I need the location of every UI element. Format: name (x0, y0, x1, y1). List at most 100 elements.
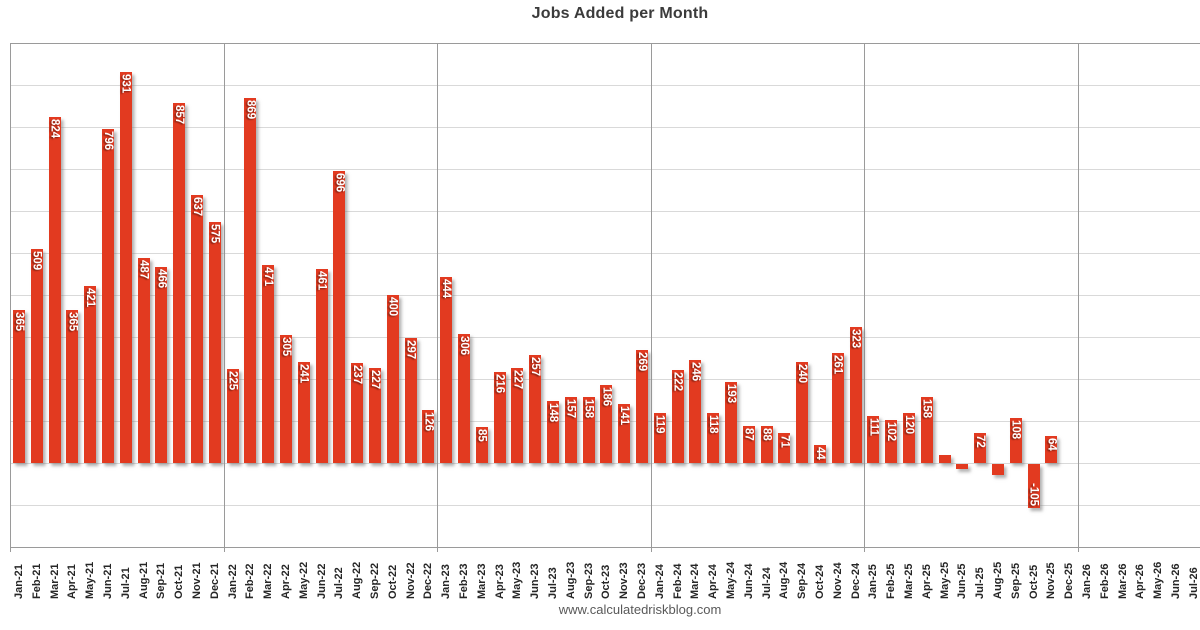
bar-value-label: 487 (137, 260, 150, 280)
bar-value-label: 148 (546, 402, 559, 423)
x-axis-label: Mar-25 (902, 563, 915, 599)
bar (991, 464, 1004, 475)
bar-value-label: 193 (724, 383, 737, 404)
x-axis-label: Aug-25 (991, 561, 1004, 599)
bar-value-label: 87 (742, 428, 755, 442)
bar: 575 (208, 221, 221, 463)
bar-value-label: -105 (1027, 483, 1040, 507)
x-axis-label: Feb-21 (30, 563, 43, 599)
bar-value-label: 509 (30, 251, 43, 271)
bar-value-label: 126 (422, 412, 435, 432)
x-axis-label: Jan-23 (440, 564, 453, 599)
x-axis-label: Jun-24 (742, 563, 755, 599)
bar-value-label: 323 (849, 329, 862, 349)
x-axis-label: Oct-22 (386, 564, 399, 599)
x-axis-label: May-24 (724, 561, 737, 599)
bar-value-label: 696 (333, 172, 346, 192)
year-separator-line (650, 43, 652, 552)
bar-value-label: 111 (867, 418, 880, 437)
bar-value-label: 72 (974, 434, 987, 448)
bar: 487 (137, 258, 150, 463)
bar-value-label: 246 (689, 361, 702, 381)
bar: 119 (653, 413, 666, 463)
bar: 193 (724, 381, 737, 463)
x-axis-label: May-25 (938, 561, 951, 599)
bar: 148 (546, 400, 559, 463)
x-axis-label: Dec-23 (635, 562, 648, 599)
x-axis-label: Jul-25 (974, 567, 987, 599)
bar: 637 (190, 195, 203, 463)
bar-value-label: 306 (457, 336, 470, 356)
x-axis-label: Dec-21 (208, 562, 221, 599)
x-axis-label: Jan-22 (226, 564, 239, 599)
x-axis-label: Mar-24 (689, 563, 702, 599)
bar: 257 (529, 355, 542, 463)
x-axis-label: Aug-24 (778, 561, 791, 599)
bar: 102 (885, 420, 898, 463)
bar-value-label: 444 (440, 278, 453, 298)
plot-top-border (10, 43, 1200, 44)
bar: 157 (564, 397, 577, 463)
bar: 227 (511, 367, 524, 463)
x-axis-label: Apr-25 (920, 564, 933, 599)
x-axis-label: Nov-24 (831, 562, 844, 599)
x-axis-label: Sep-24 (796, 562, 809, 599)
bar: 72 (974, 432, 987, 463)
bar: 158 (582, 396, 595, 463)
x-axis-label: Oct-25 (1027, 564, 1040, 599)
bar-value-label: 931 (119, 73, 132, 94)
bar: 216 (493, 372, 506, 463)
bar: 269 (635, 350, 648, 463)
x-axis-label: Jun-26 (1169, 563, 1182, 599)
bar: 141 (618, 403, 631, 463)
bar-value-label: 158 (920, 398, 933, 418)
x-axis-label: Jul-21 (119, 567, 132, 599)
bar: 126 (422, 410, 435, 463)
gridline (10, 379, 1200, 380)
bar (956, 464, 969, 470)
x-axis-label: Apr-21 (66, 564, 79, 599)
x-axis-label: Jun-25 (956, 563, 969, 599)
bar-value-label: 240 (796, 364, 809, 384)
bar-value-label: 120 (902, 414, 915, 434)
bar-value-label: 796 (101, 130, 114, 150)
bar-value-label: 365 (66, 311, 79, 331)
x-axis-label: Jul-22 (333, 567, 346, 599)
bar-value-label: 365 (12, 311, 25, 331)
bar-value-label: 216 (493, 374, 506, 394)
x-axis-label: Nov-23 (618, 562, 631, 599)
bar: 365 (12, 309, 25, 463)
x-axis-label: Dec-24 (849, 562, 862, 599)
chart-title: Jobs Added per Month (531, 5, 709, 22)
bar: 461 (315, 269, 328, 463)
bar-value-label: 637 (190, 197, 203, 217)
bar: 306 (457, 334, 470, 463)
x-axis-label: Apr-22 (279, 564, 292, 599)
x-axis-label: Jan-21 (12, 564, 25, 599)
bar: 305 (279, 334, 292, 463)
gridline (10, 337, 1200, 338)
bar: 400 (386, 295, 399, 463)
bar: 108 (1009, 417, 1022, 463)
bar-value-label: 471 (262, 267, 275, 287)
bar-value-label: 157 (564, 399, 577, 419)
bar-value-label: 400 (386, 297, 399, 317)
bar: 186 (600, 384, 613, 463)
bar-value-label: 64 (1045, 438, 1058, 451)
bar-value-label: 575 (208, 223, 221, 243)
x-axis-label: Nov-22 (404, 562, 417, 599)
bar-value-label: 141 (618, 405, 631, 425)
year-separator-line (437, 43, 439, 552)
x-axis-label: Sep-25 (1009, 562, 1022, 599)
bar: 471 (262, 265, 275, 463)
bar: 88 (760, 426, 773, 463)
bar-value-label: 297 (404, 340, 417, 360)
bar: 297 (404, 338, 417, 463)
bar: 44 (813, 444, 826, 463)
bar-value-label: 119 (653, 415, 666, 434)
year-separator-line (10, 43, 11, 552)
bar: 158 (920, 396, 933, 463)
gridline (10, 85, 1200, 86)
gridline (10, 169, 1200, 170)
x-axis-label: May-22 (297, 561, 310, 599)
